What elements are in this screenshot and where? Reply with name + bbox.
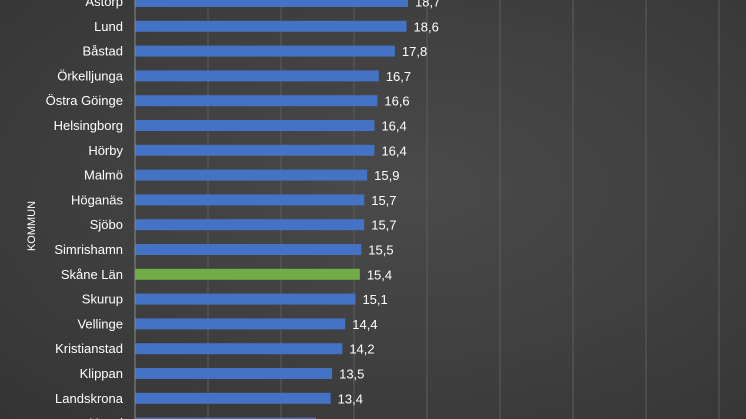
category-label: Simrishamn: [54, 242, 123, 257]
category-label: Helsingborg: [54, 118, 123, 133]
category-label: Kristianstad: [55, 341, 123, 356]
value-label: 15,9: [374, 168, 399, 183]
bar: [135, 45, 395, 57]
category-label: Åstorp: [85, 0, 123, 9]
bars: [135, 0, 409, 419]
gridlines: [207, 0, 720, 419]
category-label: Örkelljunga: [57, 68, 124, 83]
value-label: 15,4: [367, 267, 392, 282]
bar: [135, 219, 365, 231]
value-label: 12,4: [323, 416, 348, 419]
value-label: 15,5: [368, 243, 393, 258]
bar: [135, 318, 346, 330]
bar: [135, 169, 368, 181]
value-label: 14,2: [349, 342, 374, 357]
value-label: 15,7: [371, 193, 396, 208]
category-label: Malmö: [84, 168, 123, 183]
category-label: Ystad: [90, 416, 123, 419]
value-label: 18,6: [414, 19, 439, 34]
category-labels: Åstorp Lund Båstad Örkelljunga Östra Göinge H…: [46, 0, 124, 419]
category-label: Lund: [94, 19, 123, 34]
category-label: Klippan: [80, 366, 123, 381]
bar-highlight: [135, 268, 360, 280]
category-label: Sjöbo: [90, 217, 123, 232]
bar: [135, 120, 375, 131]
bar: [135, 95, 378, 107]
category-label: Skåne Län: [61, 267, 123, 282]
bar: [135, 293, 356, 305]
value-label: 16,7: [386, 69, 411, 84]
category-label: Båstad: [83, 44, 123, 59]
bar: [135, 368, 333, 379]
value-label: 15,1: [362, 292, 387, 307]
bar: [135, 244, 362, 255]
value-label: 14,4: [352, 317, 377, 332]
value-label: 18,7: [415, 0, 440, 10]
bar: [135, 392, 331, 404]
bar: [135, 343, 343, 355]
category-label: Hörby: [88, 143, 123, 158]
bar: [135, 70, 379, 82]
bar: [135, 417, 317, 419]
value-label: 16,4: [381, 119, 406, 134]
category-label: Östra Göinge: [46, 93, 123, 108]
value-labels: 18,7 18,6 17,8 16,7 16,6 16,4 16,4 15,9 15,7 15,7…: [323, 0, 440, 419]
value-label: 16,6: [384, 94, 409, 109]
value-label: 13,5: [339, 367, 364, 382]
category-label: Landskrona: [55, 391, 124, 406]
category-label: Vellinge: [77, 316, 123, 331]
bar: [135, 0, 409, 7]
value-label: 17,8: [402, 44, 427, 59]
bar: [135, 20, 407, 32]
value-label: 15,7: [371, 218, 396, 233]
category-label: Skurup: [82, 292, 123, 307]
bar: [135, 194, 365, 206]
value-label: 16,4: [381, 143, 406, 158]
category-label: Höganäs: [71, 192, 124, 207]
bar: [135, 144, 375, 156]
y-axis-title: KOMMUN: [26, 201, 38, 251]
value-label: 13,4: [338, 391, 363, 406]
